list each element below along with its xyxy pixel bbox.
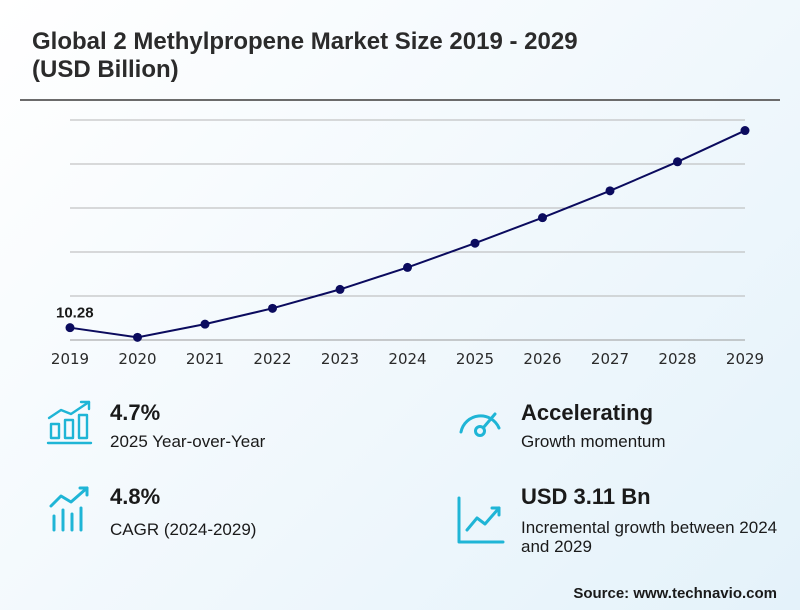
source-credit: Source: www.technavio.com [573, 585, 777, 602]
x-tick-label: 2020 [118, 350, 156, 368]
bar-growth-icon [46, 400, 93, 445]
chart-title: Global 2 Methylpropene Market Size 2019 … [32, 28, 578, 83]
data-point [538, 213, 547, 223]
bars-trend-icon [49, 486, 89, 532]
data-points [65, 126, 750, 342]
x-tick-label: 2025 [456, 350, 494, 368]
x-tick-label: 2029 [726, 350, 764, 368]
series-line [69, 129, 746, 339]
stat-yoy-desc: 2025 Year-over-Year [110, 432, 266, 451]
stat-cagr-desc: CAGR (2024-2029) [110, 520, 257, 539]
series-line-layer [69, 129, 746, 339]
x-tick-label: 2027 [591, 350, 629, 368]
data-point [740, 126, 750, 136]
data-label: 10.28 [56, 305, 94, 322]
stat-incremental-desc: Incremental growth between 2024 and 2029 [521, 518, 778, 556]
gridlines [70, 119, 745, 341]
gauge-icon [459, 412, 501, 437]
stat-incremental-value: USD 3.11 Bn [521, 484, 651, 509]
data-point [65, 323, 75, 333]
line-chart: 2019 2020 2021 2022 2023 2024 2025 2026 2027 2028… [51, 119, 764, 368]
stat-yoy-value: 4.7% [110, 400, 161, 425]
data-point [200, 319, 210, 329]
title-divider [20, 99, 780, 101]
x-tick-label: 2024 [388, 350, 426, 368]
stat-momentum-desc: Growth momentum [521, 432, 666, 451]
x-tick-label: 2026 [523, 350, 561, 368]
data-point [268, 303, 277, 313]
data-point [335, 284, 345, 294]
x-tick-label: 2021 [186, 350, 224, 368]
x-tick-label: 2023 [321, 350, 359, 368]
data-point [605, 186, 615, 196]
trend-chart-icon [457, 496, 505, 544]
data-labels: 10.28 [56, 305, 94, 322]
data-point [673, 157, 682, 167]
stat-momentum-value: Accelerating [521, 400, 654, 425]
x-axis: 2019 2020 2021 2022 2023 2024 2025 2026 2027 2028… [51, 350, 764, 368]
data-point [133, 332, 142, 342]
x-tick-label: 2019 [51, 350, 89, 368]
data-point [403, 262, 412, 272]
x-tick-label: 2028 [658, 350, 696, 368]
x-tick-label: 2022 [253, 350, 291, 368]
stat-cagr-value: 4.8% [110, 484, 161, 509]
data-point [470, 238, 480, 248]
